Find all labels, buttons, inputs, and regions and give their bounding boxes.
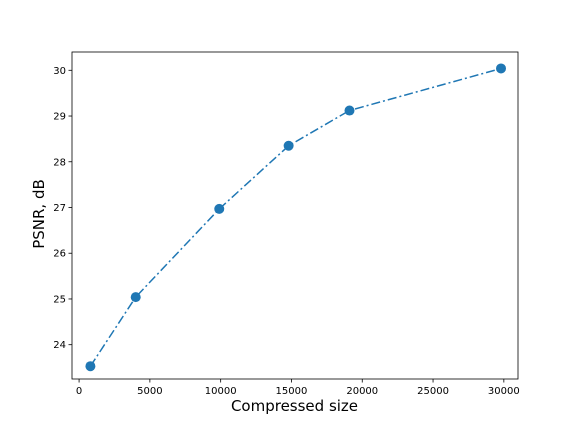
y-axis-label: PSNR, dB: [30, 179, 48, 249]
x-axis-ticks: 0 5000 10000 15000 20000 25000 30000: [76, 379, 520, 397]
y-tick-label: 26: [53, 249, 66, 260]
y-axis-ticks: 24 25 26 27 28 29 30: [53, 66, 72, 351]
data-point: [130, 292, 141, 303]
data-point: [283, 140, 294, 151]
y-tick-label: 25: [53, 294, 66, 305]
x-tick-label: 0: [76, 386, 82, 397]
y-tick-label: 30: [53, 66, 66, 77]
data-point: [496, 63, 507, 74]
y-tick-label: 29: [53, 112, 66, 123]
x-tick-label: 15000: [276, 386, 308, 397]
plot-frame: [71, 51, 519, 380]
data-point: [214, 203, 225, 214]
series-line: [89, 67, 502, 367]
x-tick-label: 25000: [417, 386, 449, 397]
data-point: [344, 105, 355, 116]
x-axis-label: Compressed size: [231, 397, 358, 415]
x-tick-label: 10000: [205, 386, 237, 397]
series-layer: [85, 63, 507, 372]
y-tick-label: 27: [53, 203, 66, 214]
x-tick-label: 5000: [137, 386, 162, 397]
plot-area-border: [71, 51, 519, 380]
y-tick-label: 24: [53, 340, 66, 351]
x-tick-label: 30000: [488, 386, 520, 397]
y-tick-label: 28: [53, 157, 66, 168]
x-tick-label: 20000: [346, 386, 378, 397]
data-point: [85, 361, 96, 372]
